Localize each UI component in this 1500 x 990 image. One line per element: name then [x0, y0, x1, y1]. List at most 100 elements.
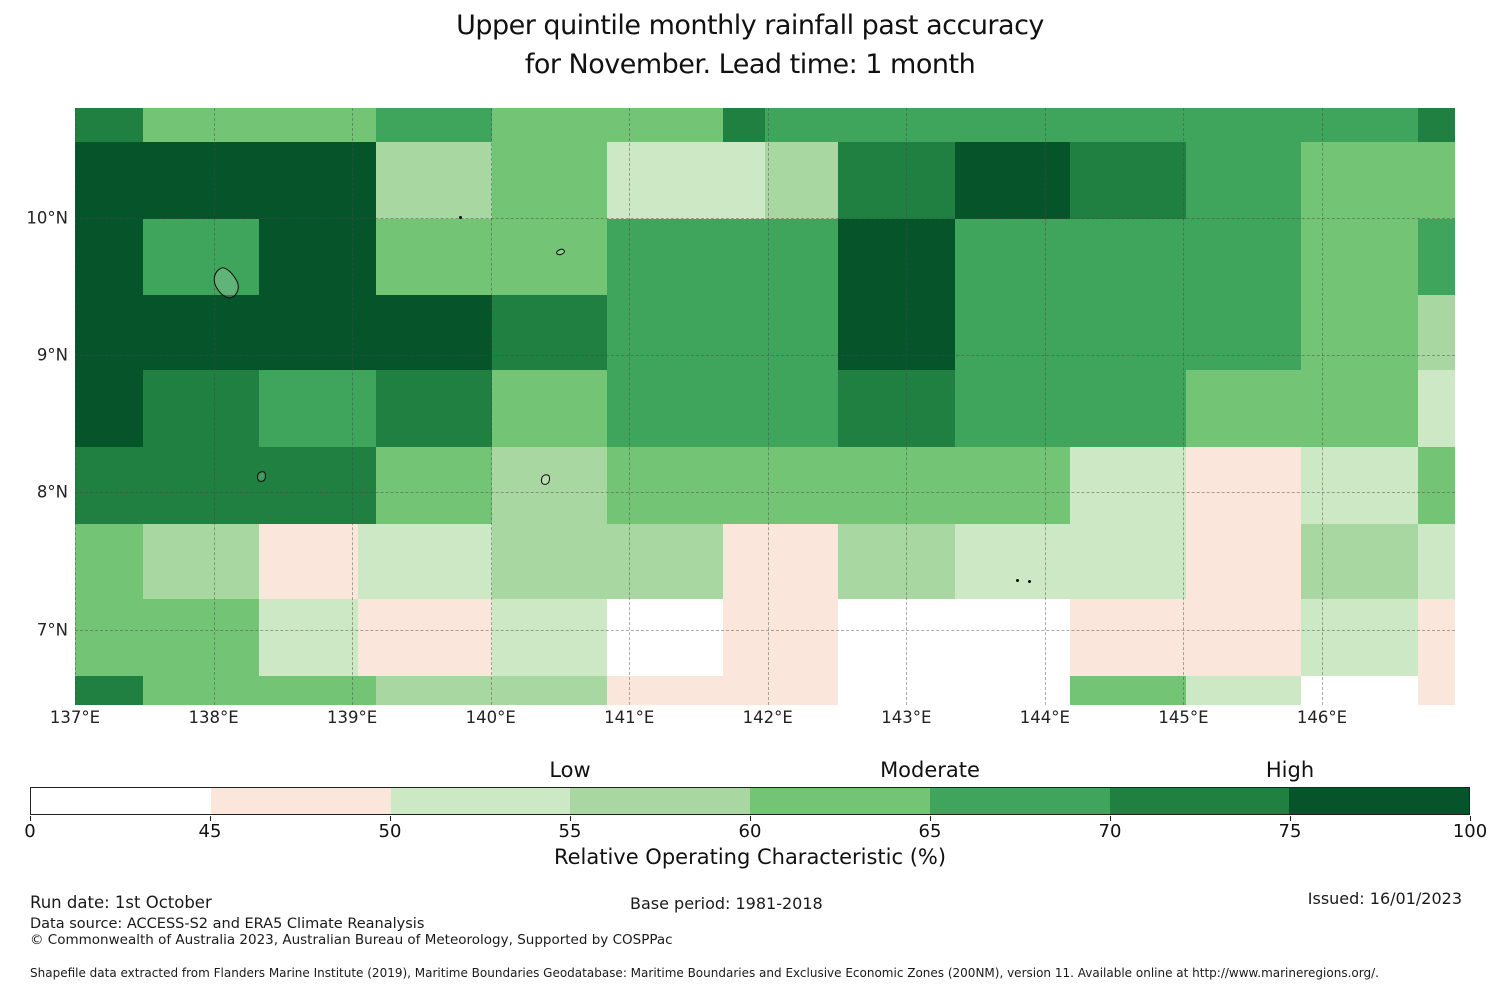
island-outline [1028, 579, 1032, 583]
colorbar-tick-label: 70 [1098, 821, 1122, 842]
map-cell [259, 370, 376, 447]
map-cell [75, 108, 143, 143]
map-cell [142, 108, 376, 143]
map-cell [259, 219, 376, 295]
map-cell [607, 219, 839, 295]
map-cell [375, 142, 493, 220]
map-cell [607, 599, 724, 677]
map-cell [1186, 676, 1302, 705]
map-cell [75, 219, 143, 295]
map-cell [954, 523, 1187, 600]
footer-base-period: Base period: 1981-2018 [630, 894, 823, 913]
colorbar-tick-label: 75 [1278, 821, 1302, 842]
colorbar-tick-mark [1470, 816, 1471, 821]
colorbar-tick-label: 0 [24, 821, 36, 842]
map-cell [1417, 523, 1455, 600]
map-gridline-vertical [767, 108, 769, 705]
map-gridline-vertical [1321, 108, 1323, 705]
footer-copyright: © Commonwealth of Australia 2023, Austra… [30, 932, 673, 948]
map-cell [723, 599, 839, 677]
map-cell [259, 599, 358, 677]
map-cell [1417, 676, 1455, 705]
map-gridline-vertical [490, 108, 492, 705]
colorbar-tick-label: 45 [198, 821, 222, 842]
map-plot-area [75, 108, 1455, 705]
map-cell [75, 599, 260, 677]
map-cell [259, 523, 358, 600]
map-cell [142, 523, 260, 600]
map-cell [954, 294, 1302, 371]
map-cell [1186, 142, 1302, 220]
y-tick-label: 8°N [36, 482, 68, 502]
map-cell [142, 370, 260, 447]
map-cell [607, 676, 839, 705]
colorbar-tick-label: 60 [738, 821, 762, 842]
map-cell [1417, 599, 1455, 677]
map-cell [838, 370, 955, 447]
colorbar-tick-mark [930, 816, 931, 821]
map-cell [1301, 219, 1418, 295]
colorbar-tick-label: 55 [558, 821, 582, 842]
colorbar-tick-mark [30, 816, 31, 821]
y-tick-label: 7°N [36, 620, 68, 640]
map-cell [375, 108, 493, 143]
map-cell [723, 108, 765, 143]
chart-title-line2: for November. Lead time: 1 month [524, 49, 976, 80]
chart-title-line1: Upper quintile monthly rainfall past acc… [456, 10, 1044, 41]
map-cell [75, 142, 376, 220]
map-gridline-horizontal [75, 629, 1455, 631]
colorbar-segment [929, 788, 1110, 814]
footer-data-source: Data source: ACCESS-S2 and ERA5 Climate … [30, 916, 425, 932]
map-cell [765, 142, 839, 220]
map-gridline-vertical [75, 108, 76, 705]
colorbar-tick-mark [1110, 816, 1111, 821]
map-cell [1417, 294, 1455, 371]
colorbar-tick-mark [750, 816, 751, 821]
map-cell [1069, 599, 1302, 677]
footer-shapefile-note: Shapefile data extracted from Flanders M… [30, 966, 1379, 980]
x-tick-label: 145°E [1158, 708, 1209, 727]
map-cell [375, 219, 608, 295]
map-cell [357, 523, 493, 600]
map-cell [838, 523, 955, 600]
map-gridline-vertical [1044, 108, 1046, 705]
colorbar-region-label: Moderate [880, 758, 980, 782]
map-cell [1186, 523, 1302, 600]
map-cell [838, 294, 955, 371]
footer-run-date: Run date: 1st October [30, 893, 212, 912]
map-gridline-vertical [629, 108, 631, 705]
map-cell [1417, 219, 1455, 295]
map-gridline-horizontal [75, 217, 1455, 219]
map-cell [954, 370, 1187, 447]
colorbar-tick-mark [1290, 816, 1291, 821]
map-gridline-horizontal [75, 355, 1455, 357]
map-cell [1417, 370, 1455, 447]
colorbar [30, 787, 1470, 815]
map-gridline-vertical [213, 108, 215, 705]
map-cell [492, 446, 608, 524]
map-cell [1069, 676, 1187, 705]
colorbar-tick-mark [210, 816, 211, 821]
colorbar-segment [390, 788, 571, 814]
colorbar-segment [750, 788, 930, 814]
map-cell [723, 523, 839, 600]
map-cell [142, 219, 260, 295]
map-cell [357, 599, 493, 677]
x-tick-label: 137°E [49, 708, 101, 727]
map-cell [607, 294, 839, 371]
footer-issued: Issued: 16/01/2023 [1307, 889, 1462, 908]
colorbar-tick-label: 50 [378, 821, 402, 842]
map-cell [142, 676, 376, 705]
y-tick-label: 9°N [36, 345, 68, 365]
map-cell [607, 446, 1070, 524]
x-tick-label: 141°E [604, 708, 655, 727]
colorbar-axis-label: Relative Operating Characteristic (%) [553, 845, 947, 869]
colorbar-tick-mark [570, 816, 571, 821]
map-cell [1417, 446, 1455, 524]
map-cell [492, 370, 608, 447]
map-gridline-vertical [352, 108, 354, 705]
colorbar-segment [31, 788, 211, 814]
map-cell [838, 219, 955, 295]
map-cell [838, 676, 1070, 705]
map-gridline-vertical [1183, 108, 1185, 705]
